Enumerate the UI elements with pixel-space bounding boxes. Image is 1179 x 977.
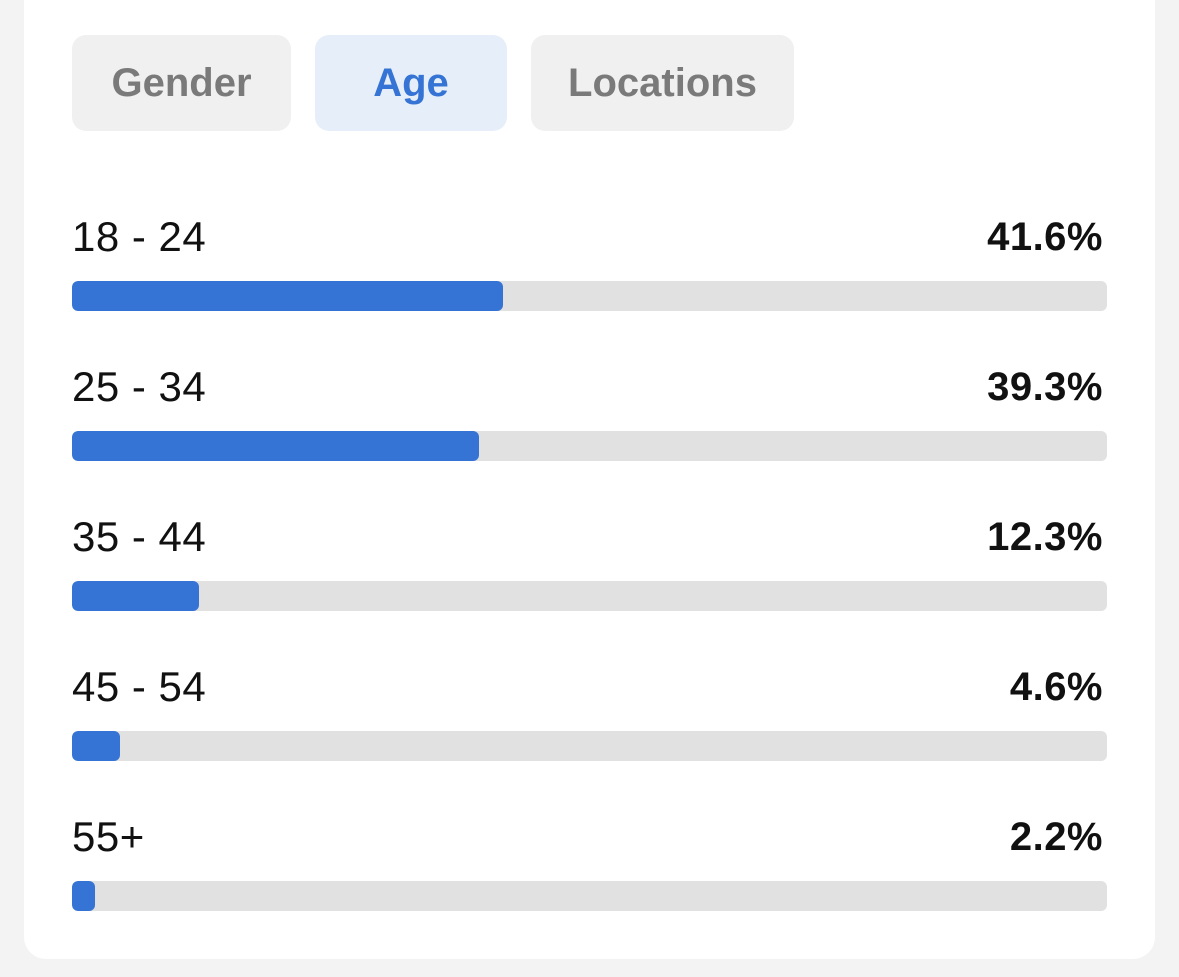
age-range-label: 18 - 24 <box>72 213 207 260</box>
age-range-label: 45 - 54 <box>72 663 207 710</box>
age-range-label: 55+ <box>72 813 145 860</box>
age-percentage: 4.6% <box>1009 665 1103 709</box>
progress-fill <box>72 731 120 761</box>
age-percentage: 39.3% <box>987 365 1103 409</box>
age-row: 55+ 2.2% <box>72 810 1107 960</box>
tab-gender[interactable]: Gender <box>72 35 291 131</box>
age-distribution-list: 18 - 24 41.6% 25 - 34 39.3% 35 - 44 12.3… <box>72 210 1107 960</box>
age-row: 45 - 54 4.6% <box>72 660 1107 810</box>
demographics-card <box>24 0 1155 959</box>
progress-fill <box>72 281 503 311</box>
progress-fill <box>72 431 479 461</box>
progress-track <box>72 281 1107 311</box>
age-row: 25 - 34 39.3% <box>72 360 1107 510</box>
age-row: 18 - 24 41.6% <box>72 210 1107 360</box>
age-percentage: 41.6% <box>987 215 1103 259</box>
progress-track <box>72 881 1107 911</box>
progress-fill <box>72 881 95 911</box>
tab-age[interactable]: Age <box>315 35 507 131</box>
progress-fill <box>72 581 200 611</box>
age-range-label: 25 - 34 <box>72 363 207 410</box>
progress-track <box>72 581 1107 611</box>
progress-track <box>72 431 1107 461</box>
age-percentage: 2.2% <box>1009 815 1103 859</box>
age-percentage: 12.3% <box>987 515 1103 559</box>
progress-track <box>72 731 1107 761</box>
age-range-label: 35 - 44 <box>72 513 207 560</box>
demographics-tabs: Gender Age Locations <box>72 35 794 131</box>
age-row: 35 - 44 12.3% <box>72 510 1107 660</box>
tab-locations[interactable]: Locations <box>531 35 794 131</box>
